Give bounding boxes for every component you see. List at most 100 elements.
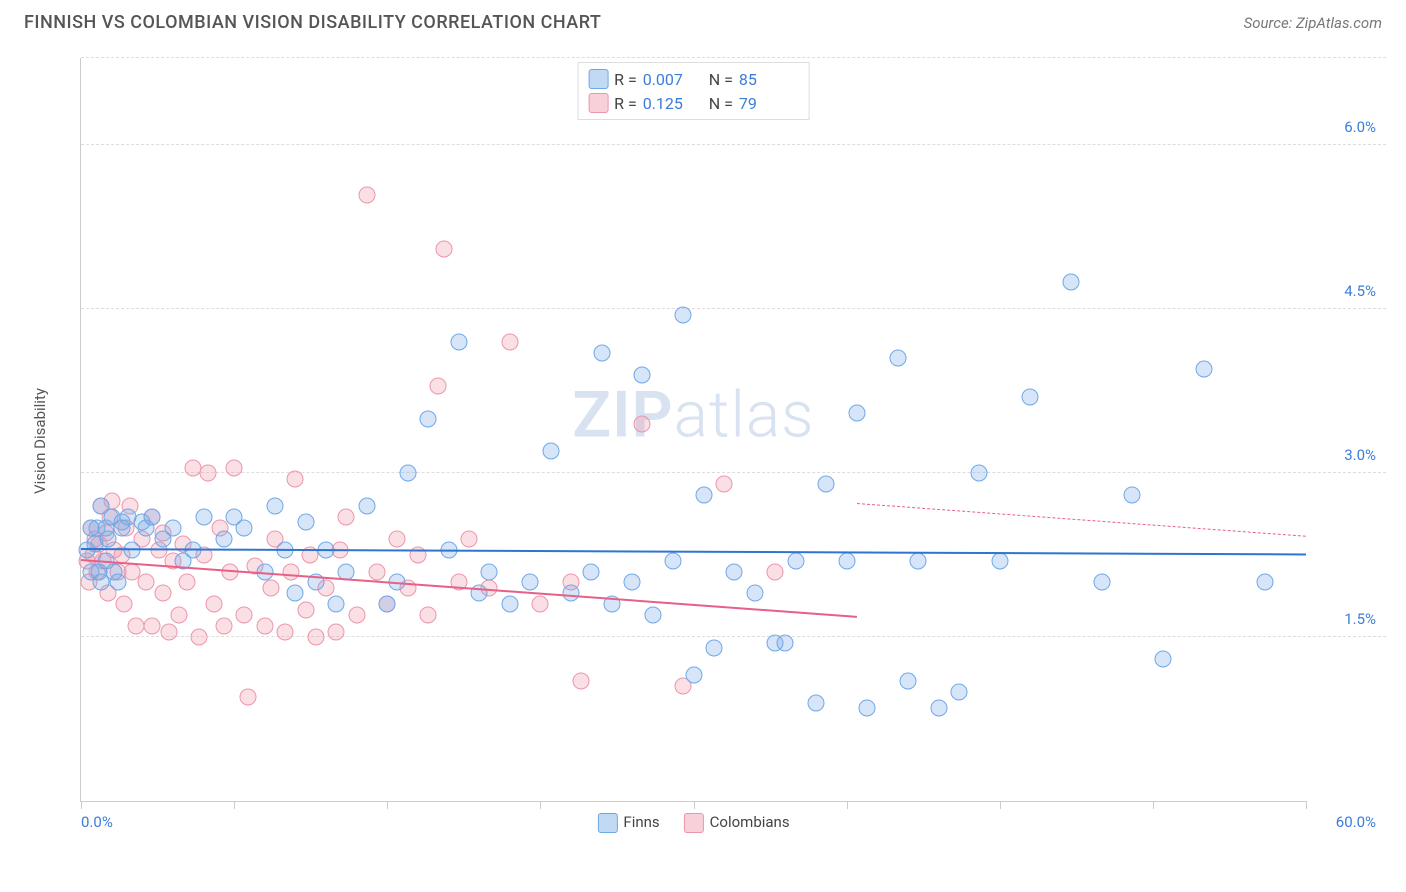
gridline xyxy=(81,308,1386,309)
scatter-point xyxy=(808,694,825,711)
scatter-point xyxy=(634,366,651,383)
gridline xyxy=(81,144,1386,145)
scatter-point xyxy=(563,585,580,602)
x-tick xyxy=(847,801,848,809)
scatter-point xyxy=(109,574,126,591)
scatter-point xyxy=(624,574,641,591)
x-tick xyxy=(387,801,388,809)
scatter-point xyxy=(991,552,1008,569)
scatter-point xyxy=(695,487,712,504)
scatter-point xyxy=(287,585,304,602)
scatter-point xyxy=(420,410,437,427)
scatter-point xyxy=(481,563,498,580)
scatter-point xyxy=(128,618,145,635)
x-tick xyxy=(234,801,235,809)
scatter-point xyxy=(236,607,253,624)
legend-stats-row-finns: R = 0.007 N = 85 xyxy=(588,67,799,91)
scatter-point xyxy=(685,667,702,684)
scatter-point xyxy=(1093,574,1110,591)
watermark-zip: ZIP xyxy=(572,377,673,452)
scatter-point xyxy=(436,241,453,258)
legend-swatch-blue xyxy=(588,69,608,89)
n-value-finns: 85 xyxy=(739,70,799,89)
scatter-point xyxy=(910,552,927,569)
legend-swatch-blue-icon xyxy=(597,813,617,833)
scatter-point xyxy=(328,596,345,613)
scatter-point xyxy=(262,579,279,596)
legend-stats-box: R = 0.007 N = 85 R = 0.125 N = 79 xyxy=(577,62,810,120)
watermark-atlas: atlas xyxy=(674,377,815,452)
scatter-point xyxy=(307,629,324,646)
scatter-point xyxy=(767,563,784,580)
gridline xyxy=(81,636,1386,637)
scatter-point xyxy=(746,585,763,602)
n-label: N = xyxy=(709,70,733,89)
chart-title: FINNISH VS COLOMBIAN VISION DISABILITY C… xyxy=(24,12,601,33)
legend-swatch-pink xyxy=(588,93,608,113)
scatter-point xyxy=(430,377,447,394)
x-tick xyxy=(1306,801,1307,809)
scatter-point xyxy=(287,470,304,487)
scatter-point xyxy=(115,596,132,613)
n-label: N = xyxy=(709,94,733,113)
legend-series: Finns Colombians xyxy=(597,813,789,833)
r-label: R = xyxy=(614,94,637,113)
scatter-point xyxy=(777,634,794,651)
scatter-point xyxy=(154,585,171,602)
x-axis-min-label: 0.0% xyxy=(81,813,113,831)
scatter-point xyxy=(399,465,416,482)
scatter-point xyxy=(348,607,365,624)
scatter-point xyxy=(501,596,518,613)
scatter-point xyxy=(171,607,188,624)
scatter-point xyxy=(522,574,539,591)
scatter-point xyxy=(297,514,314,531)
scatter-point xyxy=(195,508,212,525)
scatter-point xyxy=(215,618,232,635)
scatter-point xyxy=(164,519,181,536)
scatter-point xyxy=(160,623,177,640)
scatter-point xyxy=(1195,361,1212,378)
scatter-point xyxy=(889,350,906,367)
scatter-point xyxy=(644,607,661,624)
chart-area: Vision Disability ZIPatlas R = 0.007 N =… xyxy=(50,50,1386,832)
scatter-point xyxy=(930,700,947,717)
x-tick xyxy=(1153,801,1154,809)
scatter-point xyxy=(593,345,610,362)
trend-line xyxy=(81,548,1306,555)
scatter-point xyxy=(542,443,559,460)
scatter-point xyxy=(950,683,967,700)
scatter-point xyxy=(787,552,804,569)
scatter-point xyxy=(634,416,651,433)
watermark: ZIPatlas xyxy=(572,377,814,452)
scatter-point xyxy=(389,530,406,547)
scatter-point xyxy=(369,563,386,580)
scatter-point xyxy=(1155,650,1172,667)
legend-item-finns: Finns xyxy=(597,813,659,833)
scatter-point xyxy=(283,563,300,580)
scatter-point xyxy=(266,498,283,515)
scatter-point xyxy=(338,508,355,525)
gridline xyxy=(81,57,1386,58)
scatter-point xyxy=(583,563,600,580)
scatter-point xyxy=(675,306,692,323)
legend-stats-row-colombians: R = 0.125 N = 79 xyxy=(588,91,799,115)
scatter-point xyxy=(705,640,722,657)
scatter-point xyxy=(460,530,477,547)
scatter-point xyxy=(899,672,916,689)
scatter-point xyxy=(328,623,345,640)
scatter-point xyxy=(726,563,743,580)
scatter-point xyxy=(358,498,375,515)
scatter-point xyxy=(277,623,294,640)
y-tick-label: 6.0% xyxy=(1344,118,1376,136)
scatter-point xyxy=(1124,487,1141,504)
scatter-point xyxy=(297,601,314,618)
scatter-point xyxy=(971,465,988,482)
scatter-point xyxy=(144,508,161,525)
scatter-plot: ZIPatlas R = 0.007 N = 85 R = 0.125 N = … xyxy=(80,58,1306,802)
scatter-point xyxy=(358,186,375,203)
scatter-point xyxy=(191,629,208,646)
r-value-finns: 0.007 xyxy=(643,70,703,89)
scatter-point xyxy=(205,596,222,613)
scatter-point xyxy=(818,476,835,493)
scatter-point xyxy=(859,700,876,717)
